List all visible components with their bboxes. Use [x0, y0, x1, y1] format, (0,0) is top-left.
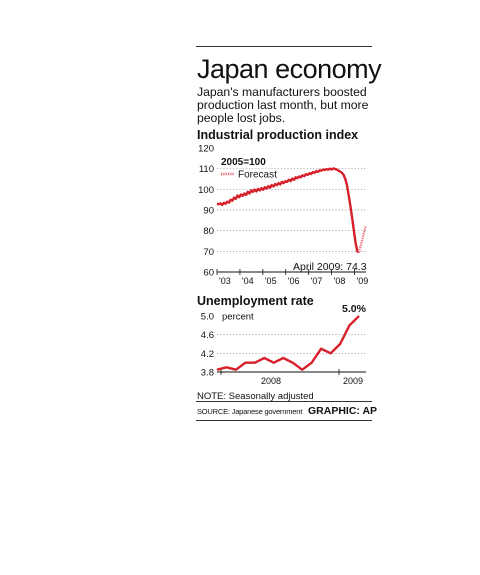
- chart2-title: Unemployment rate: [197, 294, 314, 308]
- chart1-forecast-line: [357, 226, 367, 253]
- chart1-xtick-label: '04: [242, 276, 254, 286]
- subtitle: Japan's manufacturers boosted production…: [197, 85, 369, 125]
- source: SOURCE: Japanese government: [197, 407, 303, 416]
- chart1-xtick-label: '05: [265, 276, 277, 286]
- chart2-ytick: 3.8: [201, 368, 214, 379]
- chart1-xtick-label: '09: [357, 276, 369, 286]
- chart1-ytick: 90: [203, 206, 214, 217]
- chart1-legend-label: Forecast: [238, 170, 277, 181]
- chart1-ytick: 70: [203, 247, 214, 258]
- chart1-ytick: 60: [203, 268, 214, 279]
- chart1-title: Industrial production index: [197, 128, 359, 142]
- graphic-credit: GRAPHIC: AP: [308, 405, 378, 417]
- chart1-ytick: 100: [198, 185, 214, 196]
- chart2-series-line: [216, 315, 360, 371]
- chart2-annotation: 5.0%: [342, 303, 367, 315]
- chart1-xtick-label: '08: [334, 276, 346, 286]
- chart1-xtick-label: '07: [311, 276, 323, 286]
- chart1-annotation: April 2009: 74.3: [293, 261, 367, 273]
- chart2-ytick: 4.6: [201, 330, 214, 341]
- chart1-ytick: 120: [198, 144, 214, 155]
- chart1-xtick-label: '06: [288, 276, 300, 286]
- chart2-ytick: 5.0: [201, 312, 214, 323]
- page-title: Japan economy: [197, 54, 382, 84]
- chart2-xtick-label: 2009: [343, 376, 363, 386]
- chart2-unit-label: percent: [222, 312, 254, 323]
- chart1-ytick: 110: [199, 164, 214, 175]
- chart2-ytick: 4.2: [201, 349, 214, 360]
- chart2-xtick-label: 2008: [261, 376, 281, 386]
- chart1-ytick: 80: [203, 226, 214, 237]
- chart1-legend-title: 2005=100: [221, 157, 266, 168]
- chart1-xtick-label: '03: [219, 276, 231, 286]
- note: NOTE: Seasonally adjusted: [197, 391, 314, 402]
- chart1-series-line: [216, 167, 360, 254]
